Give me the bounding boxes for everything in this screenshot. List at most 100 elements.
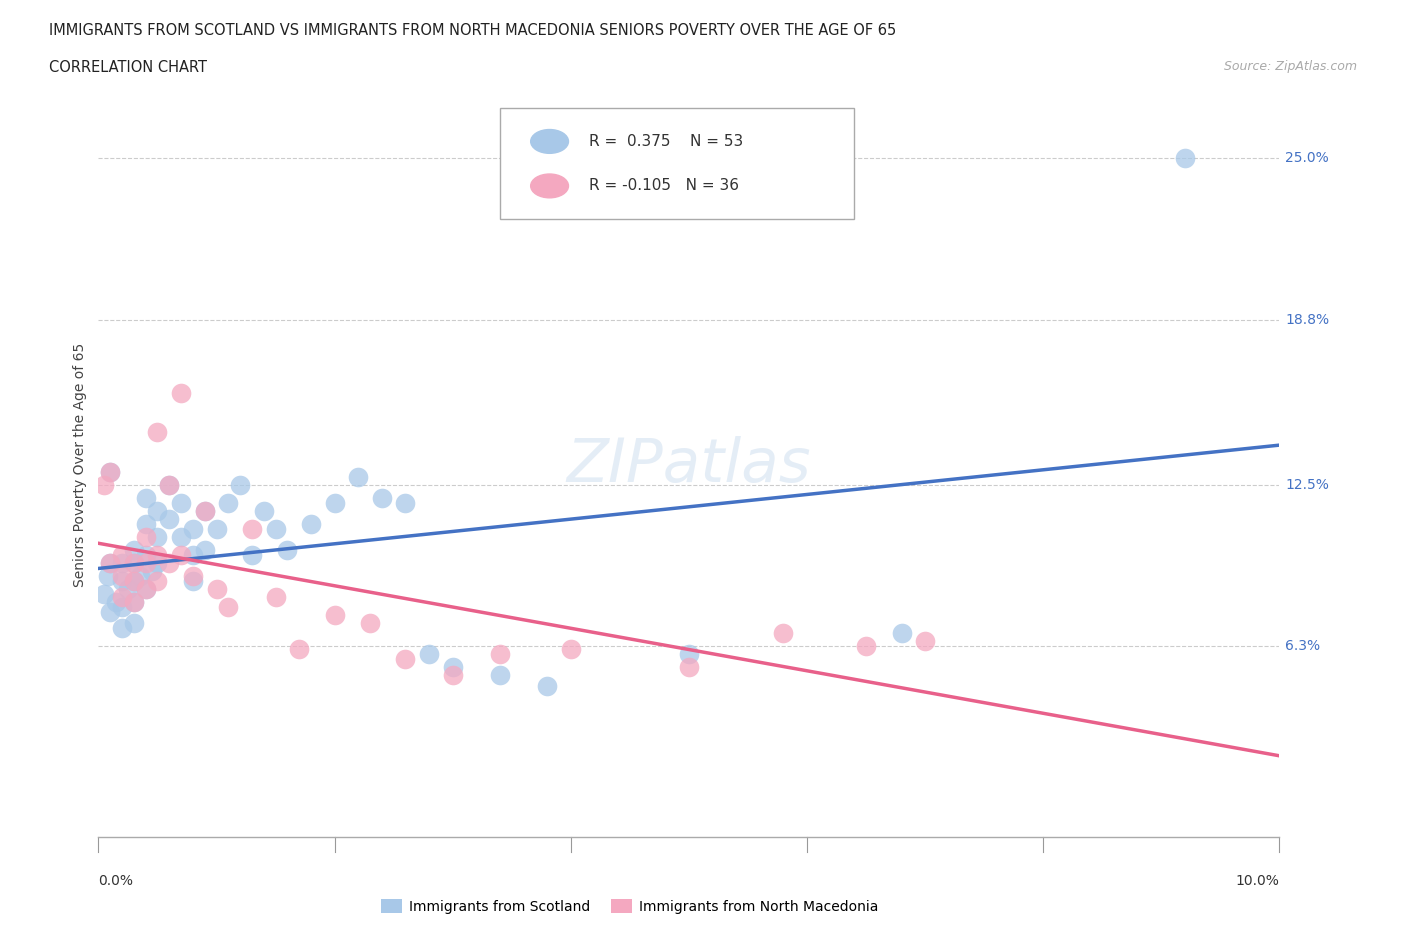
Point: [157, 512, 180, 526]
Point: [560, 642, 582, 657]
Point: [111, 555, 134, 570]
Point: [914, 633, 936, 648]
Point: [135, 529, 157, 544]
Text: 25.0%: 25.0%: [1285, 152, 1329, 166]
Point: [98, 555, 121, 570]
Point: [157, 555, 180, 570]
Point: [371, 490, 394, 505]
Circle shape: [530, 129, 568, 153]
Point: [205, 581, 228, 596]
Text: R =  0.375    N = 53: R = 0.375 N = 53: [589, 134, 742, 149]
Point: [146, 503, 169, 518]
Point: [98, 464, 121, 479]
Point: [229, 477, 252, 492]
Point: [678, 647, 700, 662]
Point: [135, 555, 157, 570]
Point: [264, 522, 287, 537]
Point: [240, 522, 263, 537]
Point: [678, 660, 700, 675]
Point: [157, 477, 180, 492]
Point: [194, 503, 217, 518]
Point: [111, 548, 134, 563]
Text: 0.0%: 0.0%: [98, 874, 134, 888]
Point: [111, 620, 134, 635]
Point: [157, 477, 180, 492]
Point: [98, 555, 121, 570]
Text: ZIPatlas: ZIPatlas: [567, 435, 811, 495]
Point: [276, 542, 298, 557]
Point: [217, 600, 239, 615]
Point: [122, 574, 145, 589]
Point: [122, 555, 145, 570]
Point: [194, 503, 217, 518]
Point: [146, 529, 169, 544]
Point: [111, 574, 134, 589]
Point: [347, 470, 370, 485]
Point: [772, 626, 794, 641]
Text: Source: ZipAtlas.com: Source: ZipAtlas.com: [1223, 60, 1357, 73]
Point: [418, 647, 440, 662]
Point: [205, 522, 228, 537]
Point: [181, 574, 204, 589]
Text: R = -0.105   N = 36: R = -0.105 N = 36: [589, 179, 738, 193]
Point: [122, 542, 145, 557]
Text: CORRELATION CHART: CORRELATION CHART: [49, 60, 207, 75]
Point: [855, 639, 877, 654]
Point: [135, 581, 157, 596]
Circle shape: [530, 174, 568, 198]
Point: [146, 555, 169, 570]
Point: [122, 616, 145, 631]
Point: [93, 477, 115, 492]
Text: IMMIGRANTS FROM SCOTLAND VS IMMIGRANTS FROM NORTH MACEDONIA SENIORS POVERTY OVER: IMMIGRANTS FROM SCOTLAND VS IMMIGRANTS F…: [49, 23, 897, 38]
Point: [299, 516, 322, 531]
Point: [111, 590, 134, 604]
Point: [97, 568, 120, 583]
Text: 12.5%: 12.5%: [1285, 478, 1329, 492]
Point: [536, 678, 558, 693]
Point: [141, 564, 163, 578]
Point: [441, 668, 464, 683]
Point: [1174, 151, 1197, 166]
Point: [181, 568, 204, 583]
Point: [288, 642, 311, 657]
Point: [93, 587, 115, 602]
Point: [135, 581, 157, 596]
Point: [122, 555, 145, 570]
Text: 18.8%: 18.8%: [1285, 313, 1330, 327]
Point: [128, 568, 150, 583]
Point: [264, 590, 287, 604]
Point: [323, 607, 346, 622]
Text: 6.3%: 6.3%: [1285, 640, 1320, 654]
Point: [240, 548, 263, 563]
Point: [323, 496, 346, 511]
Point: [146, 574, 169, 589]
FancyBboxPatch shape: [501, 108, 855, 219]
Point: [181, 548, 204, 563]
Point: [170, 386, 193, 401]
Point: [135, 516, 157, 531]
Point: [217, 496, 239, 511]
Legend: Immigrants from Scotland, Immigrants from North Macedonia: Immigrants from Scotland, Immigrants fro…: [375, 894, 884, 920]
Point: [359, 616, 381, 631]
Point: [489, 668, 512, 683]
Point: [170, 529, 193, 544]
Point: [890, 626, 912, 641]
Point: [170, 496, 193, 511]
Point: [489, 647, 512, 662]
Y-axis label: Seniors Poverty Over the Age of 65: Seniors Poverty Over the Age of 65: [73, 343, 87, 587]
Point: [122, 574, 145, 589]
Point: [394, 652, 416, 667]
Point: [194, 542, 217, 557]
Point: [122, 594, 145, 609]
Point: [117, 581, 139, 596]
Point: [111, 568, 134, 583]
Point: [253, 503, 276, 518]
Point: [98, 464, 121, 479]
Point: [146, 425, 169, 440]
Point: [135, 490, 157, 505]
Point: [105, 594, 128, 609]
Text: 10.0%: 10.0%: [1236, 874, 1279, 888]
Point: [181, 522, 204, 537]
Point: [394, 496, 416, 511]
Point: [441, 660, 464, 675]
